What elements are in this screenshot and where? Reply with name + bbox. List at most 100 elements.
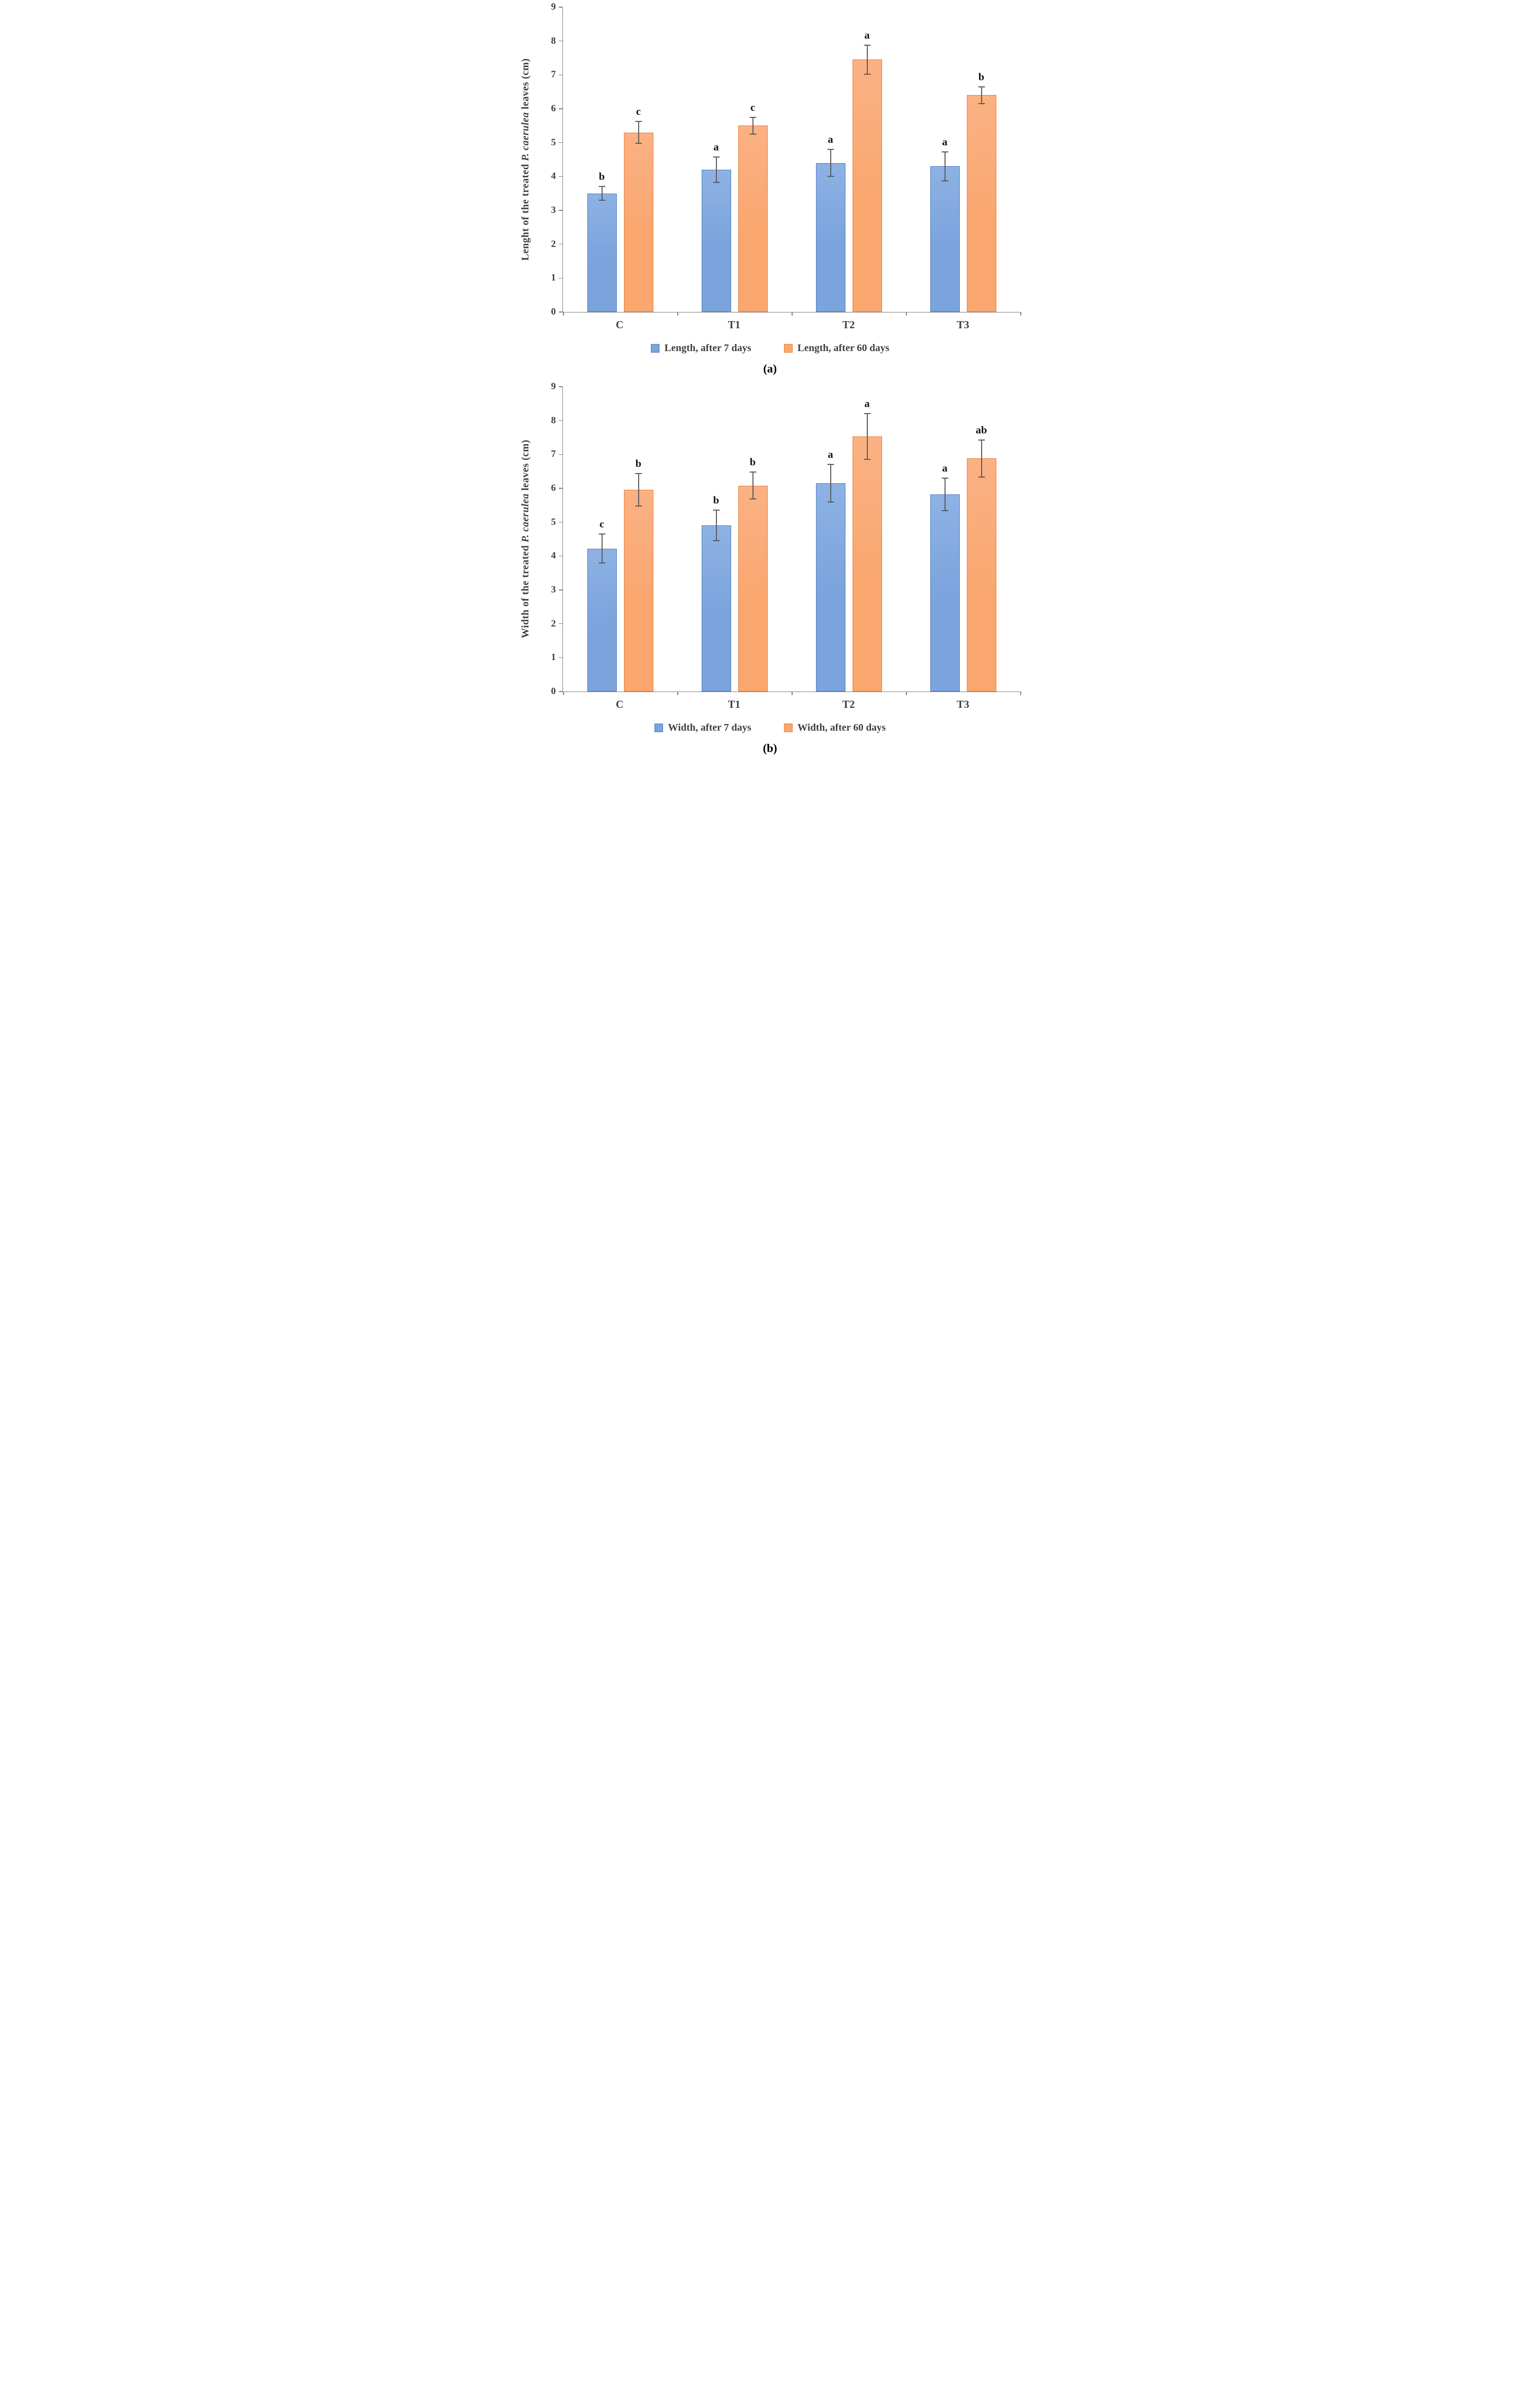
y-axis-title-part: leaves (cm) [520,58,531,112]
x-category-label: C [616,698,624,710]
legend: Width, after 7 days Width, after 60 days [520,711,1020,736]
y-axis-title-italic-part: P. caerulea [520,493,531,543]
error-bar [752,117,753,135]
x-tick-mark [563,312,564,316]
y-axis-title-part: Lenght of the treated [520,161,531,261]
y-tick-mark [559,176,562,177]
significance-letter: c [599,518,605,530]
y-tick-mark [559,108,562,109]
error-bar [715,156,717,183]
bar-rect [966,95,996,312]
x-tick-mark [792,692,793,695]
y-tick-mark [559,691,562,692]
bar-T2-series2: a [852,398,882,692]
y-axis-title-part: Width of the treated [520,542,531,639]
x-category-label: T3 [957,698,969,710]
bar-C-series2: c [623,106,653,312]
significance-letter: b [635,457,642,470]
y-axis-title-part: leaves (cm) [520,440,531,494]
y-tick-label: 3 [551,205,556,215]
significance-letter: a [828,133,833,146]
legend-label: Length, after 7 days [664,342,751,354]
legend-swatch [783,724,793,732]
y-tick-label: 5 [551,137,556,148]
y-axis-title: Width of the treated P. caerulea leaves … [520,387,539,692]
y-tick-label: 6 [551,483,556,493]
x-tick-mark [792,312,793,316]
y-tick-label: 7 [551,449,556,460]
bar-T3-series2: b [966,71,996,312]
bar-rect [930,166,960,312]
y-tick-label: 2 [551,238,556,249]
legend-swatch [654,724,663,732]
bar-T2-series1: a [815,134,845,312]
legend-item: Length, after 60 days [783,342,890,354]
significance-letter: ab [976,423,987,436]
bar-rect [623,132,653,312]
bar-rect [701,170,731,312]
chart-a: Lenght of the treated P. caerulea leaves… [520,2,1021,384]
y-tick-label: 3 [551,584,556,595]
bar-rect [930,494,960,692]
error-bar [601,186,603,200]
y-tick-label: 4 [551,550,556,561]
bar-C-series1: c [587,519,617,692]
legend-label: Width, after 60 days [797,722,886,733]
y-tick-mark [559,488,562,489]
significance-letter: a [828,448,833,461]
error-bar [830,464,831,502]
x-tick-mark [906,312,907,316]
bar-T3-series1: a [930,463,960,692]
bar-T3-series2: ab [966,424,996,692]
figure: Lenght of the treated P. caerulea leaves… [513,0,1027,771]
x-category-label: T1 [728,319,741,331]
y-tick-mark [559,142,562,143]
y-axis-ticks: 0 1 2 3 4 5 6 7 8 9 [539,382,562,696]
legend-label: Width, after 7 days [668,722,751,733]
bar-T1-series2: b [738,457,768,692]
y-tick-mark [559,7,562,8]
chart-caption: (b) [763,742,777,755]
y-tick-mark [559,657,562,659]
x-category-label: T1 [728,698,741,710]
bar-T1-series2: c [738,102,768,312]
error-bar [752,472,753,499]
bar-rect [738,126,768,312]
bar-rect [815,483,845,692]
significance-letter: c [750,101,756,113]
y-tick-mark [559,454,562,455]
y-tick-label: 0 [551,306,556,317]
x-category-label: T2 [842,319,855,331]
y-tick-label: 4 [551,171,556,182]
significance-letter: a [942,135,948,148]
x-category-label: T2 [842,698,855,710]
chart-caption: (a) [763,362,777,375]
significance-letter: b [713,494,719,507]
y-tick-mark [559,74,562,76]
y-tick-label: 7 [551,69,556,80]
y-axis-title: Lenght of the treated P. caerulea leaves… [520,7,539,312]
y-tick-label: 0 [551,686,556,697]
error-bar [601,534,603,563]
bar-T1-series1: b [701,495,731,692]
y-tick-mark [559,623,562,624]
error-bar [638,121,639,143]
y-tick-label: 9 [551,2,556,12]
x-axis-labels: C T1 T2 T3 [562,692,1020,711]
y-tick-label: 1 [551,652,556,663]
significance-letter: a [864,397,870,410]
significance-letter: c [636,105,641,118]
x-tick-mark [677,312,678,316]
x-tick-mark [1020,692,1021,695]
legend-label: Length, after 60 days [797,342,890,354]
error-bar [944,151,946,181]
bar-group-T3: a ab [930,424,996,692]
significance-letter: a [713,140,719,153]
y-tick-mark [559,311,562,312]
chart-b: Width of the treated P. caerulea leaves … [520,382,1021,763]
significance-letter: b [749,456,756,468]
bar-T1-series1: a [701,141,731,312]
